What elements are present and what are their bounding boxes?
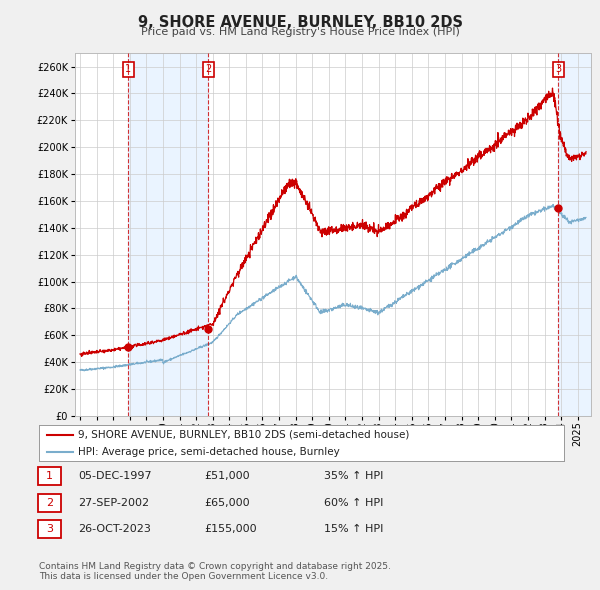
Text: 3: 3 [46, 525, 53, 534]
Text: £65,000: £65,000 [204, 498, 250, 507]
Text: 27-SEP-2002: 27-SEP-2002 [78, 498, 149, 507]
Text: 60% ↑ HPI: 60% ↑ HPI [324, 498, 383, 507]
Text: Price paid vs. HM Land Registry's House Price Index (HPI): Price paid vs. HM Land Registry's House … [140, 27, 460, 37]
Text: 3: 3 [555, 64, 561, 74]
Text: £51,000: £51,000 [204, 471, 250, 481]
Bar [128, 53, 208, 416]
Text: 05-DEC-1997: 05-DEC-1997 [78, 471, 152, 481]
Text: 9, SHORE AVENUE, BURNLEY, BB10 2DS (semi-detached house): 9, SHORE AVENUE, BURNLEY, BB10 2DS (semi… [79, 430, 410, 440]
Text: 26-OCT-2023: 26-OCT-2023 [78, 525, 151, 534]
Text: HPI: Average price, semi-detached house, Burnley: HPI: Average price, semi-detached house,… [79, 447, 340, 457]
Text: £155,000: £155,000 [204, 525, 257, 534]
Bar [558, 53, 591, 416]
Text: 1: 1 [46, 471, 53, 481]
Text: 15% ↑ HPI: 15% ↑ HPI [324, 525, 383, 534]
Text: 2: 2 [205, 64, 212, 74]
Text: 2: 2 [46, 498, 53, 507]
Text: Contains HM Land Registry data © Crown copyright and database right 2025.
This d: Contains HM Land Registry data © Crown c… [39, 562, 391, 581]
Text: 1: 1 [125, 64, 131, 74]
Text: 35% ↑ HPI: 35% ↑ HPI [324, 471, 383, 481]
Text: 9, SHORE AVENUE, BURNLEY, BB10 2DS: 9, SHORE AVENUE, BURNLEY, BB10 2DS [137, 15, 463, 30]
